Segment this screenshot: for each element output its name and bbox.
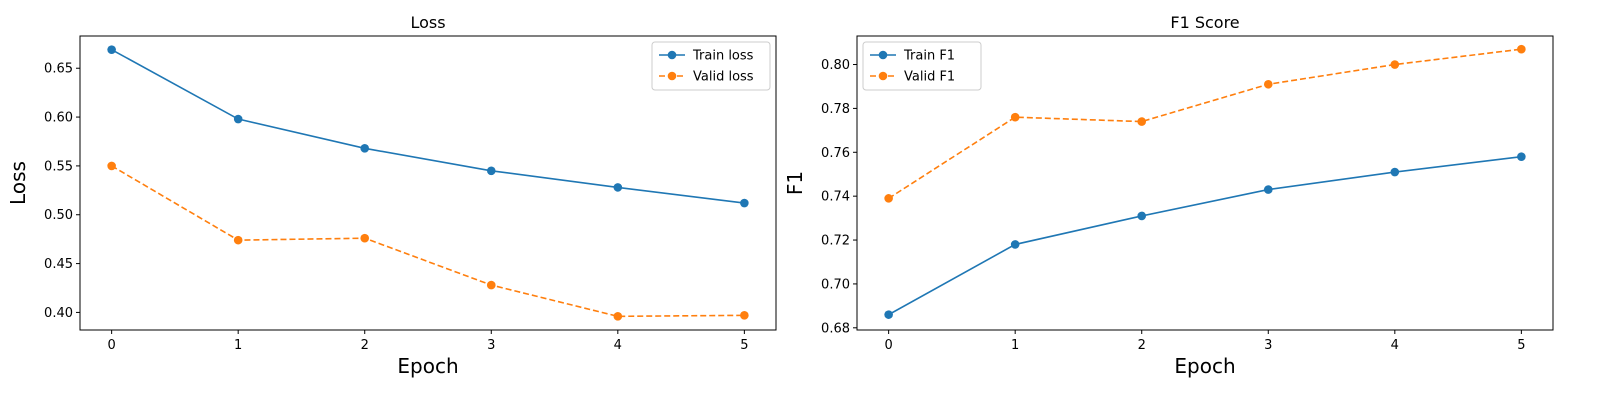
y-tick-label: 0.40 (44, 306, 73, 321)
x-tick-label: 1 (234, 338, 242, 353)
x-tick-label: 2 (361, 338, 369, 353)
data-point (1390, 60, 1400, 69)
series-line-0 (111, 48, 745, 204)
x-tick-label: 1 (1011, 338, 1019, 353)
legend-marker-1 (667, 71, 677, 81)
y-axis-label: Loss (6, 161, 30, 205)
data-point (1263, 79, 1273, 89)
y-tick-label: 0.60 (44, 111, 73, 126)
data-point (884, 194, 893, 203)
y-tick-label: 0.45 (44, 257, 73, 272)
series-line-0 (888, 155, 1522, 316)
legend-label-1: Valid loss (693, 70, 754, 85)
y-tick-label: 0.72 (821, 234, 850, 249)
x-tick-label: 4 (1391, 338, 1399, 353)
data-point (613, 183, 623, 192)
legend: Train loss Valid loss (651, 41, 771, 91)
x-tick-label: 0 (884, 338, 892, 353)
legend-marker-0 (667, 50, 677, 60)
data-point (233, 235, 243, 245)
chart-panel-0: Loss 0.40 0.45 0.50 0.55 0.60 0.65 0 1 2 3 4 5 Epoch L… (6, 13, 777, 378)
x-tick-label: 0 (107, 338, 115, 353)
legend: Train F1 Valid F1 (862, 41, 982, 91)
chart-title: Loss (410, 13, 445, 32)
y-axis-label: F1 (783, 171, 807, 195)
chart-panel-1: F1 Score 0.68 0.70 0.72 0.74 0.76 0.78 0.80 0 1 2 3… (783, 13, 1554, 378)
data-point (486, 280, 496, 290)
legend-box (651, 41, 771, 91)
plot-frame (856, 35, 1554, 331)
x-tick-label: 5 (1517, 338, 1525, 353)
y-tick-label: 0.74 (821, 190, 850, 205)
x-tick-label: 4 (614, 338, 622, 353)
y-tick-label: 0.70 (821, 277, 850, 292)
data-point (740, 198, 749, 208)
data-point (740, 311, 749, 320)
data-point (486, 166, 496, 176)
x-axis-label: Epoch (397, 354, 458, 378)
series-line-1 (111, 165, 745, 318)
data-point (107, 161, 116, 171)
y-tick-label: 0.50 (44, 208, 73, 223)
legend-label-1: Valid F1 (904, 70, 955, 85)
data-point (884, 310, 893, 319)
y-tick-label: 0.80 (821, 58, 850, 73)
x-tick-label: 5 (740, 338, 748, 353)
data-point (1517, 44, 1526, 54)
y-tick-label: 0.55 (44, 159, 73, 174)
data-point (1010, 112, 1020, 122)
data-point (360, 144, 370, 153)
x-axis-label: Epoch (1174, 354, 1235, 378)
data-point (1390, 167, 1400, 177)
legend-label-0: Train loss (692, 49, 754, 64)
data-point (360, 233, 370, 243)
data-point (1263, 185, 1273, 194)
plot-frame (79, 35, 777, 331)
data-point (1137, 211, 1147, 221)
legend-marker-1 (878, 71, 888, 81)
y-tick-label: 0.76 (821, 146, 850, 161)
x-tick-label: 3 (1264, 338, 1272, 353)
data-point (1010, 240, 1020, 249)
data-point (613, 312, 623, 321)
data-point (1137, 117, 1147, 126)
data-point (107, 45, 116, 54)
y-tick-label: 0.65 (44, 62, 73, 77)
data-point (233, 114, 243, 124)
legend-marker-0 (878, 50, 888, 60)
data-point (1517, 152, 1526, 161)
chart-title: F1 Score (1170, 13, 1239, 32)
y-tick-label: 0.68 (821, 321, 850, 336)
x-tick-label: 2 (1138, 338, 1146, 353)
legend-box (862, 41, 982, 91)
x-tick-label: 3 (487, 338, 495, 353)
y-tick-label: 0.78 (821, 102, 850, 117)
series-line-1 (888, 48, 1522, 200)
legend-label-0: Train F1 (903, 49, 955, 64)
